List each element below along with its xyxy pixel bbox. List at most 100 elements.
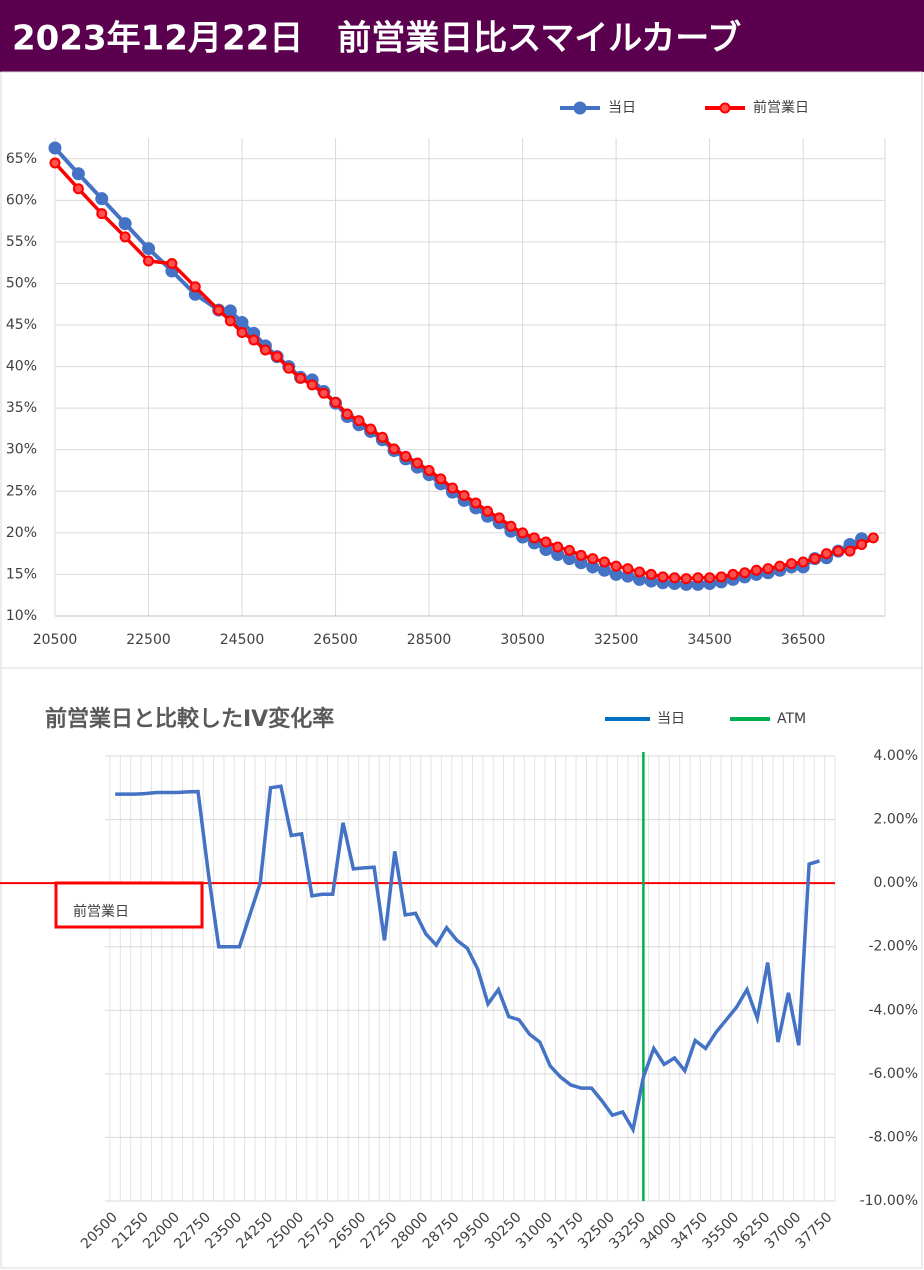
point: [645, 568, 657, 580]
point: [294, 372, 306, 384]
point: [715, 571, 727, 583]
x-tick-label: 28500: [407, 632, 452, 648]
point: [96, 208, 108, 220]
point: [224, 315, 236, 327]
point: [575, 549, 587, 561]
point: [71, 167, 85, 181]
point: [119, 231, 131, 243]
point: [271, 351, 283, 363]
legend-marker: [719, 102, 731, 114]
point: [49, 157, 61, 169]
point: [704, 572, 716, 584]
point: [283, 362, 295, 374]
point: [236, 327, 248, 339]
y2-tick-label: -2.00%: [868, 939, 918, 955]
y-tick-label: 50%: [6, 275, 37, 291]
panel: [0, 667, 923, 1269]
point: [774, 560, 786, 572]
point: [189, 281, 201, 293]
point: [376, 431, 388, 443]
header-bar: [0, 0, 924, 72]
legend-marker: [573, 101, 587, 115]
x-tick-label: 36500: [781, 632, 826, 648]
point: [669, 572, 681, 584]
series-line: [115, 784, 820, 1135]
point: [505, 520, 517, 532]
point: [785, 558, 797, 570]
point: [540, 536, 552, 548]
point: [48, 141, 62, 155]
point: [330, 396, 342, 408]
point: [458, 489, 470, 501]
x-tick-label: 30500: [500, 632, 545, 648]
point: [598, 556, 610, 568]
chart-title: 前営業日と比較したIV変化率: [45, 706, 334, 732]
point: [365, 423, 377, 435]
point: [388, 443, 400, 455]
point: [844, 545, 856, 557]
point: [528, 532, 540, 544]
legend-label: 当日: [608, 100, 636, 116]
x-tick-label: 26500: [313, 632, 358, 648]
point: [634, 566, 646, 578]
y-tick-label: 30%: [6, 442, 37, 458]
point: [353, 415, 365, 427]
y2-tick-label: -6.00%: [868, 1066, 918, 1082]
point: [493, 512, 505, 524]
point: [692, 572, 704, 584]
y2-tick-label: 2.00%: [874, 812, 918, 828]
point: [306, 379, 318, 391]
y-tick-label: 20%: [6, 525, 37, 541]
point: [517, 527, 529, 539]
point: [446, 482, 458, 494]
point: [610, 560, 622, 572]
y-tick-label: 10%: [6, 608, 37, 624]
point: [750, 564, 762, 576]
point: [587, 553, 599, 565]
point: [166, 258, 178, 270]
point: [118, 217, 132, 231]
point: [657, 571, 669, 583]
point: [867, 532, 879, 544]
point: [259, 344, 271, 356]
y-tick-label: 40%: [6, 359, 37, 375]
legend-label: 当日: [657, 711, 685, 727]
point: [341, 408, 353, 420]
y-tick-label: 35%: [6, 400, 37, 416]
x-tick-label: 34500: [687, 632, 732, 648]
y2-tick-label: 4.00%: [874, 748, 918, 764]
point: [809, 553, 821, 565]
y-tick-label: 60%: [6, 192, 37, 208]
y2-tick-label: -10.00%: [860, 1193, 918, 1209]
y-tick-label: 55%: [6, 234, 37, 250]
x-tick-label: 24500: [220, 632, 265, 648]
x-tick-label: 20500: [33, 632, 78, 648]
header-title: 2023年12月22日 前営業日比スマイルカーブ: [12, 19, 741, 59]
point: [435, 473, 447, 485]
legend-label: 前営業日: [753, 99, 809, 116]
y2-tick-label: -4.00%: [868, 1002, 918, 1018]
reference-box: [54, 881, 204, 929]
point: [400, 450, 412, 462]
point: [832, 545, 844, 557]
y-tick-label: 65%: [6, 151, 37, 167]
point: [143, 255, 155, 267]
point: [411, 457, 423, 469]
point: [821, 548, 833, 560]
point: [856, 539, 868, 551]
reference-label: 前営業日: [73, 903, 129, 920]
y-tick-label: 25%: [6, 483, 37, 499]
y2-tick-label: 0.00%: [874, 875, 918, 891]
series-line: [53, 161, 875, 581]
point: [680, 573, 692, 585]
y-tick-label: 45%: [6, 317, 37, 333]
point: [739, 567, 751, 579]
point: [72, 183, 84, 195]
point: [95, 192, 109, 206]
point: [482, 505, 494, 517]
point: [423, 465, 435, 477]
point: [762, 563, 774, 575]
point: [563, 544, 575, 556]
point: [318, 387, 330, 399]
